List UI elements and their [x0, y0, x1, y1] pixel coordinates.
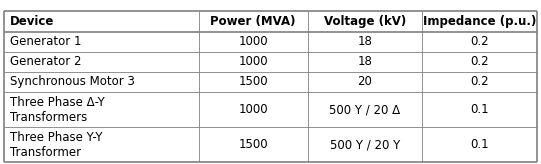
Text: 18: 18 [358, 35, 372, 48]
Text: Generator 1: Generator 1 [10, 35, 81, 48]
Text: 1500: 1500 [239, 75, 268, 88]
Text: Voltage (kV): Voltage (kV) [324, 15, 406, 28]
Text: 18: 18 [358, 55, 372, 68]
Text: 1000: 1000 [239, 35, 268, 48]
Text: Impedance (p.u.): Impedance (p.u.) [423, 15, 536, 28]
Text: 1000: 1000 [239, 103, 268, 116]
Text: 20: 20 [358, 75, 372, 88]
Text: 500 Y / 20 Y: 500 Y / 20 Y [330, 138, 400, 151]
Text: Synchronous Motor 3: Synchronous Motor 3 [10, 75, 135, 88]
Text: 0.2: 0.2 [470, 75, 489, 88]
Text: 1500: 1500 [239, 138, 268, 151]
Text: 0.2: 0.2 [470, 35, 489, 48]
Text: 0.1: 0.1 [470, 103, 489, 116]
Text: 0.2: 0.2 [470, 55, 489, 68]
Text: 0.1: 0.1 [470, 138, 489, 151]
Text: 500 Y / 20 Δ: 500 Y / 20 Δ [329, 103, 400, 116]
Text: Device: Device [10, 15, 54, 28]
Text: Generator 2: Generator 2 [10, 55, 81, 68]
Text: 1000: 1000 [239, 55, 268, 68]
Text: Power (MVA): Power (MVA) [210, 15, 296, 28]
Text: Three Phase Y-Y
Transformer: Three Phase Y-Y Transformer [10, 131, 102, 159]
Text: Three Phase Δ-Y
Transformers: Three Phase Δ-Y Transformers [10, 96, 104, 123]
